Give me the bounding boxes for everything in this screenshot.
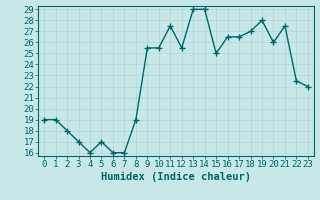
X-axis label: Humidex (Indice chaleur): Humidex (Indice chaleur) [101,172,251,182]
